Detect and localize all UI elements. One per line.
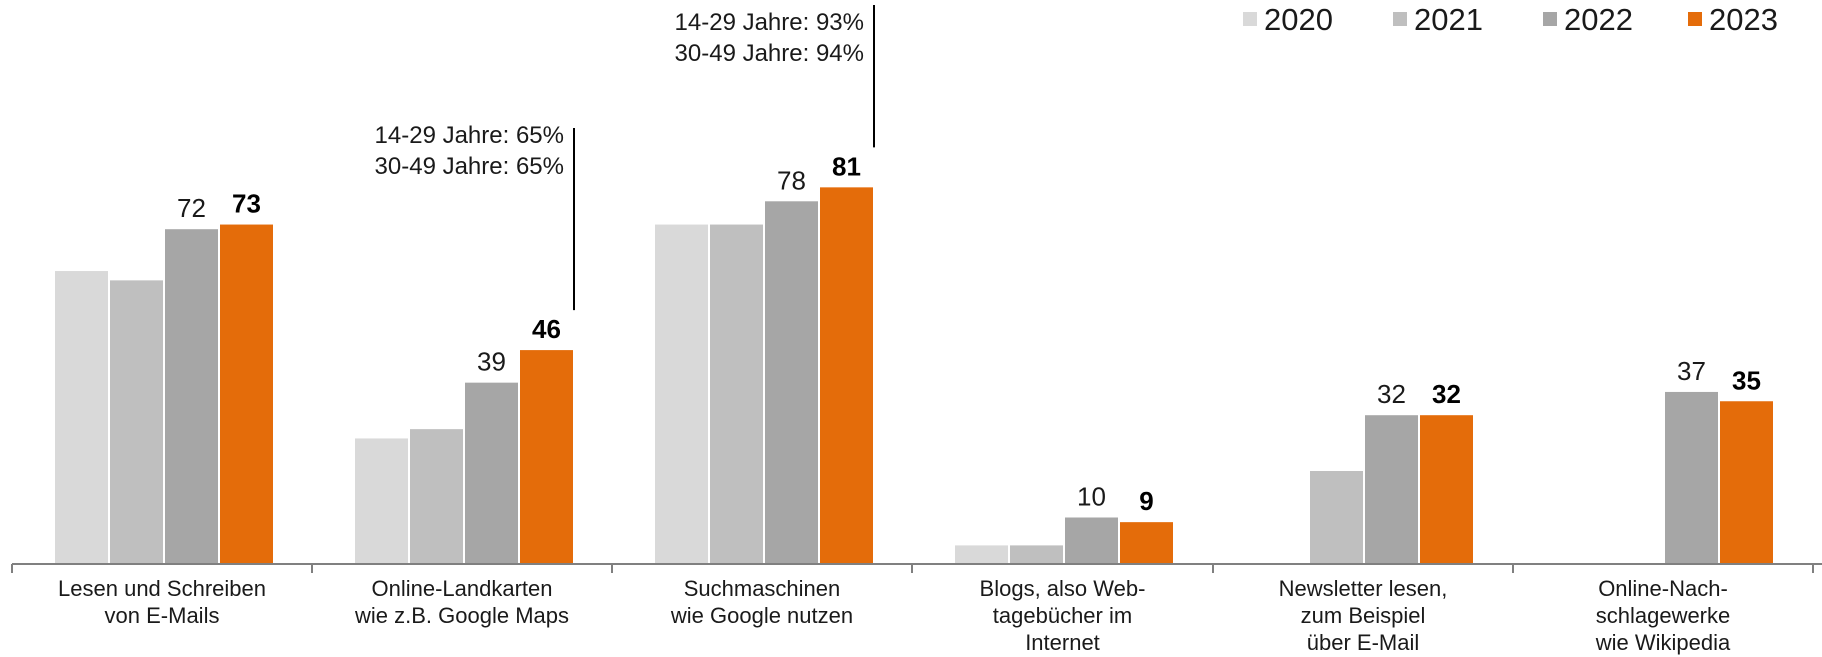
value-label-2022-0: 72 <box>177 193 206 223</box>
bar-2022-4 <box>1365 415 1418 564</box>
category-label-3-1: tagebücher im <box>993 603 1132 628</box>
bar-2020-1 <box>355 438 408 564</box>
bar-2022-1 <box>465 382 518 564</box>
legend-swatch-2021 <box>1393 12 1407 26</box>
legend-swatch-2022 <box>1543 12 1557 26</box>
category-label-4-0: Newsletter lesen, <box>1279 576 1448 601</box>
bar-2023-4 <box>1420 415 1473 564</box>
value-label-2023-0: 73 <box>232 189 261 219</box>
bar-2021-4 <box>1310 471 1363 564</box>
bar-2022-3 <box>1065 517 1118 564</box>
category-label-5-2: wie Wikipedia <box>1595 630 1731 655</box>
category-label-5-1: schlagewerke <box>1596 603 1731 628</box>
bar-2021-1 <box>410 429 463 564</box>
category-label-4-1: zum Beispiel <box>1301 603 1426 628</box>
category-label-1-0: Online-Landkarten <box>371 576 552 601</box>
legend-swatch-2020 <box>1243 12 1257 26</box>
legend-swatch-2023 <box>1688 12 1702 26</box>
bar-2020-3 <box>955 545 1008 564</box>
category-label-0-0: Lesen und Schreiben <box>58 576 266 601</box>
value-label-2022-2: 78 <box>777 165 806 195</box>
bars-layer <box>55 187 1773 565</box>
annotation-text-1-1: 30-49 Jahre: 65% <box>375 153 564 180</box>
bar-2021-2 <box>710 224 763 565</box>
legend: 2020 2021 2022 2023 <box>1243 2 1778 37</box>
bar-2023-2 <box>820 187 873 564</box>
annotation-text-2-0: 14-29 Jahre: 93% <box>675 9 864 36</box>
value-label-2022-3: 10 <box>1077 482 1106 512</box>
bar-2023-0 <box>220 224 273 565</box>
value-labels-layer: 72 39 78 10 32 37 73 46 81 9 32 35 <box>177 151 1761 516</box>
bar-2023-5 <box>1720 401 1773 564</box>
category-label-5-0: Online-Nach- <box>1598 576 1728 601</box>
bar-2022-0 <box>165 229 218 564</box>
bar-2021-3 <box>1010 545 1063 564</box>
legend-label-2023: 2023 <box>1709 2 1778 37</box>
value-label-2023-4: 32 <box>1432 379 1461 409</box>
value-label-2023-3: 9 <box>1139 486 1153 516</box>
bar-2020-2 <box>655 224 708 565</box>
legend-label-2022: 2022 <box>1564 2 1633 37</box>
value-label-2023-1: 46 <box>532 314 561 344</box>
value-label-2022-5: 37 <box>1677 356 1706 386</box>
category-label-2-1: wie Google nutzen <box>670 603 853 628</box>
x-axis-ticks <box>11 564 1814 573</box>
bar-2020-0 <box>55 271 108 564</box>
annotation-text-1-0: 14-29 Jahre: 65% <box>375 122 564 149</box>
bar-2022-2 <box>765 201 818 565</box>
legend-label-2021: 2021 <box>1414 2 1483 37</box>
bar-2022-5 <box>1665 391 1718 564</box>
category-label-3-0: Blogs, also Web- <box>980 576 1146 601</box>
value-label-2023-5: 35 <box>1732 365 1761 395</box>
bar-2021-0 <box>110 280 163 564</box>
category-label-1-1: wie z.B. Google Maps <box>354 603 569 628</box>
bar-2023-1 <box>520 350 573 564</box>
category-label-0-1: von E-Mails <box>105 603 220 628</box>
value-label-2022-1: 39 <box>477 347 506 377</box>
bar-2023-3 <box>1120 522 1173 564</box>
annotations-layer: 14-29 Jahre: 65% 30-49 Jahre: 65% 14-29 Ja… <box>375 5 875 311</box>
category-label-2-0: Suchmaschinen <box>684 576 841 601</box>
legend-label-2020: 2020 <box>1264 2 1333 37</box>
value-label-2022-4: 32 <box>1377 379 1406 409</box>
category-label-4-2: über E-Mail <box>1307 630 1419 655</box>
category-label-3-2: Internet <box>1025 630 1100 655</box>
value-label-2023-2: 81 <box>832 151 861 181</box>
annotation-text-2-1: 30-49 Jahre: 94% <box>675 40 864 67</box>
